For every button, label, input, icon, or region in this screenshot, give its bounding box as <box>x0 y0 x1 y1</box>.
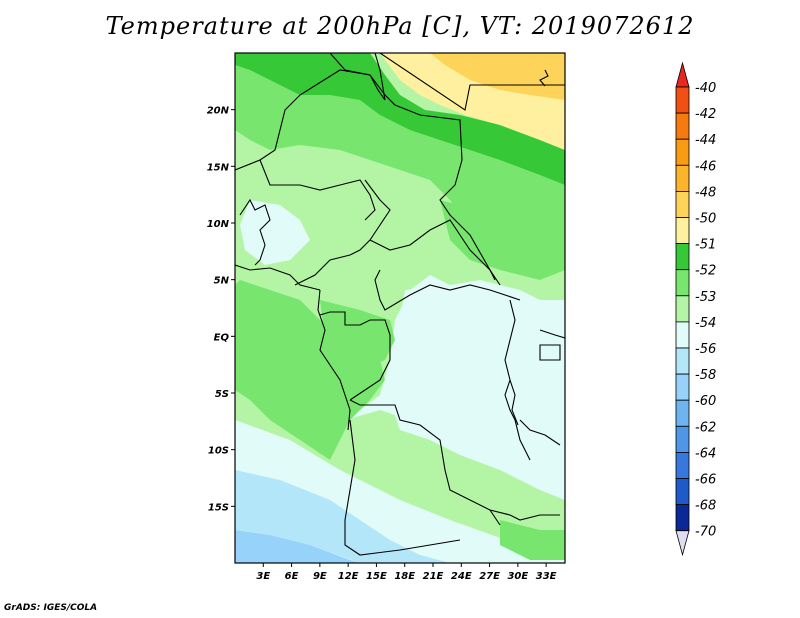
coastline-guinea <box>235 264 321 291</box>
border-angola-drc <box>349 399 501 526</box>
colorbar-bottom-arrow <box>675 530 690 557</box>
border-benin <box>239 198 271 266</box>
lon-tick-label: 27E <box>479 571 500 582</box>
border-congo <box>319 311 391 401</box>
colorbar-label: -54 <box>695 316 716 331</box>
colorbar-swatch <box>675 347 690 375</box>
colorbar-swatch <box>675 295 690 323</box>
colorbar-label: -44 <box>695 133 716 148</box>
map-frame <box>234 52 566 564</box>
lat-tick-label: 20N <box>207 106 230 117</box>
lat-tick-label: 15N <box>207 162 230 173</box>
border-nigeria-north <box>259 159 376 221</box>
lat-tick-label: EQ <box>214 332 230 343</box>
colorbar-swatch <box>675 86 690 114</box>
colorbar-label: -62 <box>695 420 716 435</box>
colorbar-label: -53 <box>695 290 716 305</box>
country-borders <box>235 53 565 556</box>
border-car <box>369 219 496 281</box>
lat-tick-label: 10N <box>207 219 230 230</box>
colorbar-swatch <box>675 321 690 349</box>
colorbar: -40 -42 -44 -46 -48 -50 -51 -52 -53 -54 -56 -58 -60 -… <box>675 61 716 557</box>
field-band-pale-blue <box>235 470 450 563</box>
border-niger-chad <box>329 53 386 101</box>
field-band-medium-green-west <box>235 280 385 460</box>
field-band-medium-green-east <box>440 200 565 280</box>
colorbar-swatch <box>675 112 690 140</box>
colorbar-swatch <box>675 138 690 166</box>
border-sahel <box>235 69 501 286</box>
colorbar-label: -42 <box>695 107 716 122</box>
colorbar-swatch <box>675 504 690 532</box>
colorbar-label: -60 <box>695 394 716 409</box>
field-patch-cyan-congo <box>390 285 565 500</box>
colorbar-label: -51 <box>695 238 716 253</box>
field-band-medium-green-gabon <box>320 300 395 370</box>
colorbar-label: -64 <box>695 446 716 461</box>
lon-tick-label: 18E <box>394 571 415 582</box>
field-band-dark-green <box>235 53 565 185</box>
field-band-medium-green-southeast <box>500 520 565 560</box>
lake-tanganyika <box>509 379 519 426</box>
colorbar-label: -46 <box>695 159 716 174</box>
lon-tick-label: 15E <box>366 571 387 582</box>
field-band-yellow <box>430 53 565 100</box>
border-car-drc <box>374 269 521 311</box>
field-band-medium-green-north <box>235 53 565 240</box>
colorbar-swatch <box>675 190 690 218</box>
colorbar-swatch <box>675 243 690 271</box>
colorbar-swatch <box>675 217 690 245</box>
lat-tick-label: 15S <box>208 502 229 513</box>
colorbar-swatch <box>675 451 690 479</box>
border-libya <box>379 53 565 111</box>
colorbar-label: -58 <box>695 368 716 383</box>
colorbar-label: -66 <box>695 473 716 488</box>
colorbar-swatch <box>675 478 690 506</box>
colorbar-label: -70 <box>695 525 716 540</box>
colorbar-swatch <box>675 164 690 192</box>
colorbar-swatch <box>675 399 690 427</box>
colorbar-label: -68 <box>695 499 716 514</box>
lat-tick-label: 5N <box>214 276 230 287</box>
colorbar-label: -52 <box>695 264 716 279</box>
lat-tick-label: 5S <box>215 389 229 400</box>
lon-tick-label: 12E <box>338 571 359 582</box>
coastline-north-east <box>539 69 549 87</box>
border-zambia <box>489 509 560 521</box>
border-cameroon <box>294 179 391 286</box>
field-band-light-blue <box>235 530 360 563</box>
colorbar-label: -40 <box>695 81 716 96</box>
lon-tick-label: 6E <box>285 571 299 582</box>
lon-tick-label: 33E <box>536 571 557 582</box>
temperature-field <box>235 53 565 563</box>
colorbar-label: -50 <box>695 212 716 227</box>
colorbar-swatch <box>675 373 690 401</box>
colorbar-top-arrow <box>675 61 690 88</box>
border-east <box>504 299 531 461</box>
lon-tick-label: 3E <box>256 571 270 582</box>
colorbar-swatch <box>675 425 690 453</box>
field-patch-cyan-nigeria <box>240 200 310 265</box>
colorbar-label: -48 <box>695 185 716 200</box>
lon-tick-label: 24E <box>451 571 472 582</box>
lon-tick-label: 30E <box>507 571 528 582</box>
longitude-axis: 3E 6E 9E 12E 15E 18E 21E 24E 27E 30E 33E <box>256 563 557 582</box>
border-tanzania <box>519 419 561 446</box>
lake-victoria <box>539 344 561 361</box>
coastline-lake-victoria <box>539 329 565 339</box>
coastline-west <box>317 289 351 431</box>
border-angola <box>344 419 461 556</box>
colorbar-swatch <box>675 269 690 297</box>
map-title: Temperature at 200hPa [C], VT: 201907261… <box>105 12 695 40</box>
latitude-axis: 20N 15N 10N 5N EQ 5S 10S 15S <box>207 106 235 513</box>
lon-tick-label: 9E <box>313 571 327 582</box>
lat-tick-label: 10S <box>208 446 229 457</box>
lon-tick-label: 21E <box>423 571 444 582</box>
colorbar-label: -56 <box>695 342 716 357</box>
credit-text: GrADS: IGES/COLA <box>4 603 98 613</box>
